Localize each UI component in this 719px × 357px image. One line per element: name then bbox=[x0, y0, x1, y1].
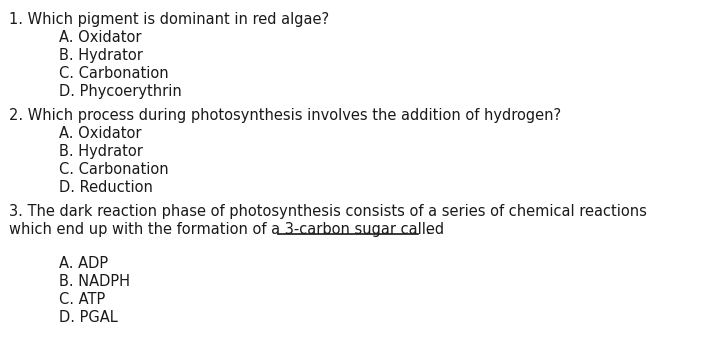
Text: C. Carbonation: C. Carbonation bbox=[59, 162, 168, 177]
Text: B. NADPH: B. NADPH bbox=[59, 274, 130, 289]
Text: D. Reduction: D. Reduction bbox=[59, 180, 153, 195]
Text: 3. The dark reaction phase of photosynthesis consists of a series of chemical re: 3. The dark reaction phase of photosynth… bbox=[9, 204, 646, 219]
Text: B. Hydrator: B. Hydrator bbox=[59, 144, 143, 159]
Text: 2. Which process during photosynthesis involves the addition of hydrogen?: 2. Which process during photosynthesis i… bbox=[9, 108, 561, 123]
Text: B. Hydrator: B. Hydrator bbox=[59, 48, 143, 63]
Text: D. PGAL: D. PGAL bbox=[59, 310, 118, 325]
Text: C. Carbonation: C. Carbonation bbox=[59, 66, 168, 81]
Text: which end up with the formation of a 3-carbon sugar called: which end up with the formation of a 3-c… bbox=[9, 222, 444, 237]
Text: A. Oxidator: A. Oxidator bbox=[59, 30, 142, 45]
Text: C. ATP: C. ATP bbox=[59, 292, 105, 307]
Text: .: . bbox=[425, 222, 430, 237]
Text: 1. Which pigment is dominant in red algae?: 1. Which pigment is dominant in red alga… bbox=[9, 12, 329, 27]
Text: D. Phycoerythrin: D. Phycoerythrin bbox=[59, 84, 182, 99]
Text: A. ADP: A. ADP bbox=[59, 256, 108, 271]
Text: A. Oxidator: A. Oxidator bbox=[59, 126, 142, 141]
